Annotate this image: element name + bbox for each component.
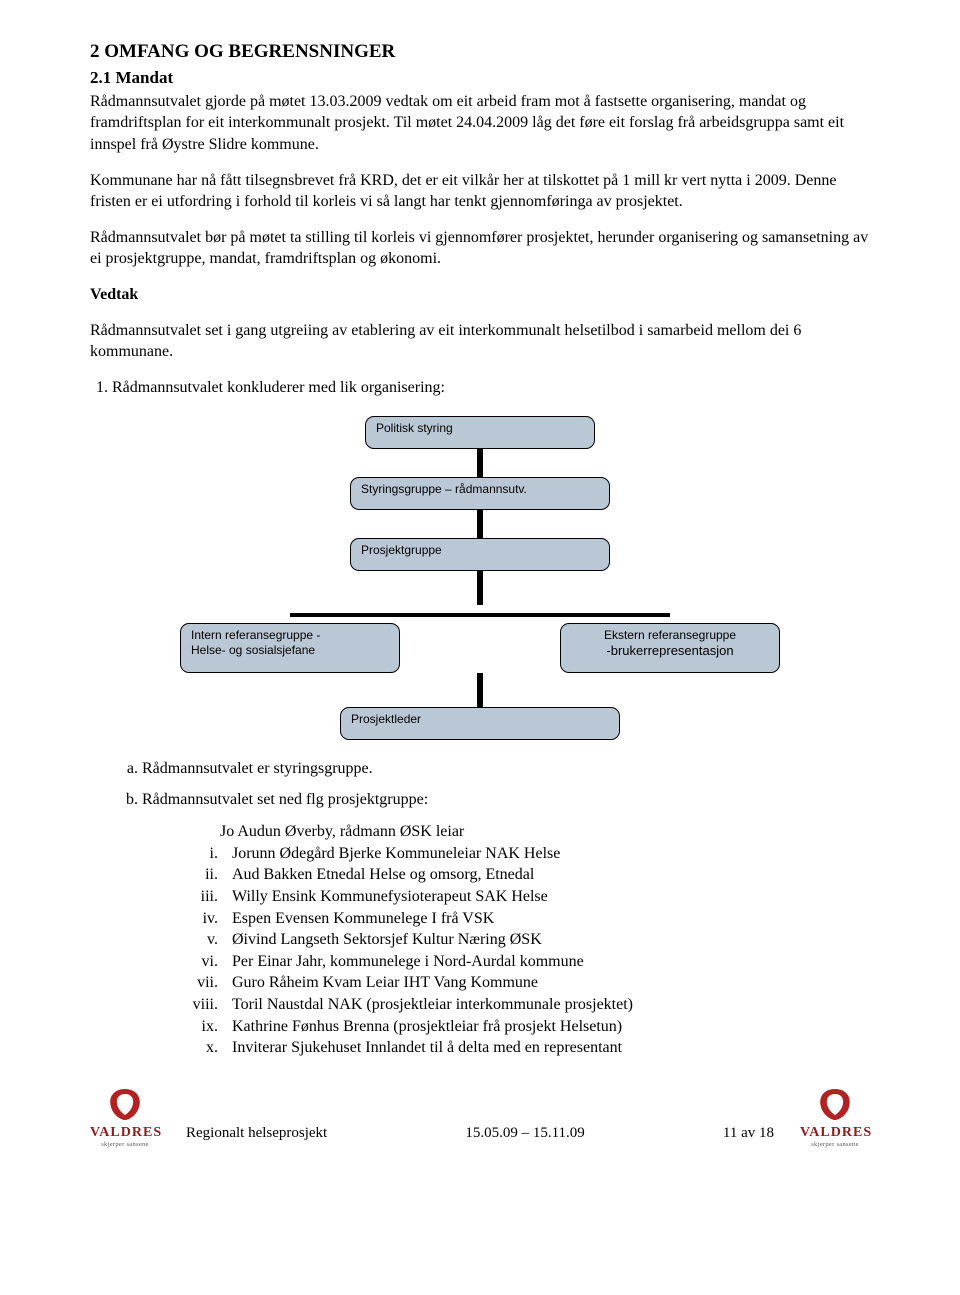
org-node-styringsgruppe: Styringsgruppe – rådmannsutv. (350, 477, 610, 510)
roman-numeral: ii. (190, 864, 232, 886)
vedtak-heading: Vedtak (90, 284, 870, 306)
paragraph: Kommunane har nå fått tilsegnsbrevet frå… (90, 170, 870, 213)
roman-numeral: ix. (190, 1016, 232, 1038)
roman-text: Inviterar Sjukehuset Innlandet til å del… (232, 1037, 870, 1059)
org-node-top: Politisk styring (365, 416, 595, 449)
org-node-prosjektgruppe: Prosjektgruppe (350, 538, 610, 571)
roman-text: Guro Råheim Kvam Leiar IHT Vang Kommune (232, 972, 870, 994)
roman-list-block: Jo Audun Øverby, rådmann ØSK leiar i.Jor… (190, 823, 870, 1059)
list-item: ii.Aud Bakken Etnedal Helse og omsorg, E… (190, 864, 870, 886)
roman-numeral: viii. (190, 994, 232, 1016)
roman-text: Øivind Langseth Sektorsjef Kultur Næring… (232, 929, 870, 951)
list-item: iii.Willy Ensink Kommunefysioterapeut SA… (190, 886, 870, 908)
footer-center-text: 15.05.09 – 15.11.09 (465, 1125, 584, 1142)
org-node-ekstern: Ekstern referansegruppe -brukerrepresent… (560, 623, 780, 672)
roman-numeral: vii. (190, 972, 232, 994)
section-heading: 2 OMFANG OG BEGRENSNINGER (90, 40, 870, 65)
roman-lead: Jo Audun Øverby, rådmann ØSK leiar (220, 823, 870, 841)
roman-numeral: x. (190, 1037, 232, 1059)
logo-tagline: skjerper sansene (800, 1141, 870, 1148)
roman-text: Espen Evensen Kommunelege I frå VSK (232, 908, 870, 930)
org-chart: Politisk styring Styringsgruppe – rådman… (180, 416, 780, 739)
list-item: v.Øivind Langseth Sektorsjef Kultur Næri… (190, 929, 870, 951)
org-connector (477, 571, 483, 605)
list-item: iv.Espen Evensen Kommunelege I frå VSK (190, 908, 870, 930)
org-node-leder: Prosjektleder (340, 707, 620, 740)
roman-list: i.Jorunn Ødegård Bjerke Kommuneleiar NAK… (190, 843, 870, 1059)
numbered-list: Rådmannsutvalet konkluderer med lik orga… (112, 377, 870, 399)
org-node-line: -brukerrepresentasjon (606, 643, 733, 658)
org-connector (477, 673, 483, 707)
list-item: Rådmannsutvalet set ned flg prosjektgrup… (142, 789, 870, 811)
org-node-line: Intern referansegruppe - (191, 628, 320, 642)
org-node-intern: Intern referansegruppe - Helse- og sosia… (180, 623, 400, 672)
org-node-line: Ekstern referansegruppe (604, 628, 736, 642)
roman-text: Willy Ensink Kommunefysioterapeut SAK He… (232, 886, 870, 908)
roman-numeral: v. (190, 929, 232, 951)
roman-numeral: iii. (190, 886, 232, 908)
paragraph: Rådmannsutvalet gjorde på møtet 13.03.20… (90, 91, 870, 156)
logo-brand: VALDRES (800, 1125, 870, 1141)
list-item: i.Jorunn Ødegård Bjerke Kommuneleiar NAK… (190, 843, 870, 865)
alpha-list: Rådmannsutvalet er styringsgruppe. Rådma… (142, 758, 870, 811)
list-item: ix.Kathrine Fønhus Brenna (prosjektleiar… (190, 1016, 870, 1038)
roman-text: Kathrine Fønhus Brenna (prosjektleiar fr… (232, 1016, 870, 1038)
roman-text: Toril Naustdal NAK (prosjektleiar interk… (232, 994, 870, 1016)
pretzel-icon (814, 1085, 856, 1123)
list-item: Rådmannsutvalet konkluderer med lik orga… (112, 377, 870, 399)
list-item: viii.Toril Naustdal NAK (prosjektleiar i… (190, 994, 870, 1016)
list-item: x.Inviterar Sjukehuset Innlandet til å d… (190, 1037, 870, 1059)
paragraph: Rådmannsutvalet set i gang utgreiing av … (90, 320, 870, 363)
list-item: vii.Guro Råheim Kvam Leiar IHT Vang Komm… (190, 972, 870, 994)
logo-left: VALDRES skjerper sansene (90, 1085, 160, 1148)
pretzel-icon (104, 1085, 146, 1123)
list-item: Rådmannsutvalet er styringsgruppe. (142, 758, 870, 780)
footer-right-text: 11 av 18 (723, 1125, 774, 1142)
roman-text: Aud Bakken Etnedal Helse og omsorg, Etne… (232, 864, 870, 886)
logo-tagline: skjerper sansene (90, 1141, 160, 1148)
footer-left-text: Regionalt helseprosjekt (186, 1125, 327, 1142)
roman-numeral: vi. (190, 951, 232, 973)
roman-text: Per Einar Jahr, kommunelege i Nord-Aurda… (232, 951, 870, 973)
org-connector-h (180, 605, 780, 623)
logo-right: VALDRES skjerper sansene (800, 1085, 870, 1148)
roman-numeral: i. (190, 843, 232, 865)
subsection-heading: 2.1 Mandat (90, 67, 870, 89)
paragraph: Rådmannsutvalet bør på møtet ta stilling… (90, 227, 870, 270)
org-node-line: Helse- og sosialsjefane (191, 643, 315, 657)
org-connector (477, 510, 483, 538)
org-connector (477, 449, 483, 477)
list-item: vi.Per Einar Jahr, kommunelege i Nord-Au… (190, 951, 870, 973)
roman-numeral: iv. (190, 908, 232, 930)
page-footer: VALDRES skjerper sansene Regionalt helse… (90, 1085, 870, 1148)
logo-brand: VALDRES (90, 1125, 160, 1141)
roman-text: Jorunn Ødegård Bjerke Kommuneleiar NAK H… (232, 843, 870, 865)
